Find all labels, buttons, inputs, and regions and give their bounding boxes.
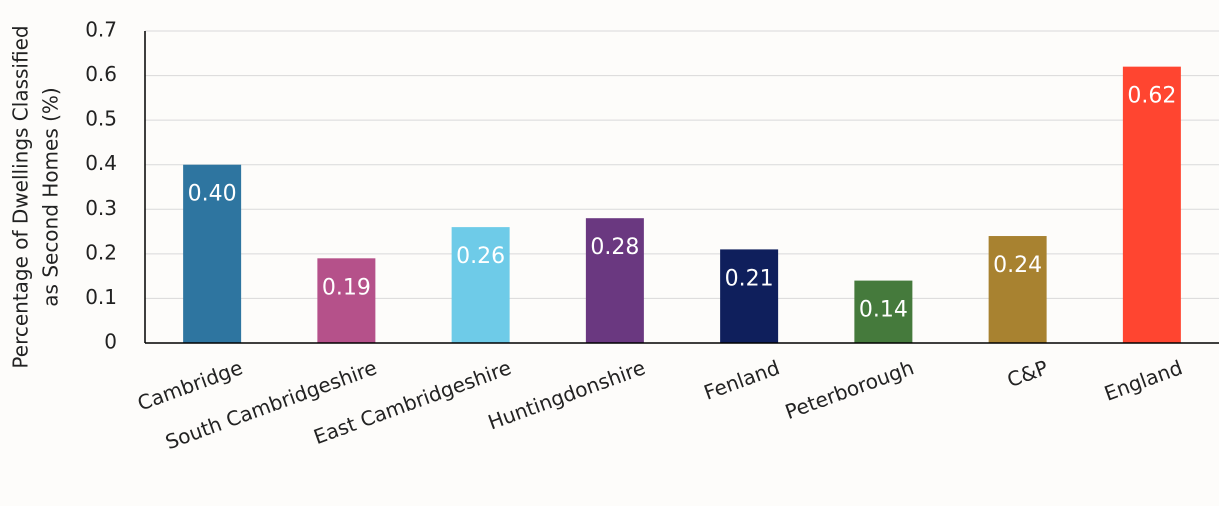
y-tick-label: 0.2: [85, 240, 117, 264]
y-tick-label: 0.5: [85, 107, 117, 131]
value-label: 0.24: [993, 253, 1042, 278]
bar: [451, 227, 510, 343]
bar: [988, 236, 1047, 343]
bar: [720, 249, 779, 343]
y-axis-title-line: Percentage of Dwellings Classified: [9, 25, 33, 368]
bar: [854, 280, 913, 343]
y-axis-title-line: as Second Homes (%): [39, 87, 63, 306]
value-label: 0.26: [456, 244, 505, 269]
y-tick-label: 0.6: [85, 62, 117, 86]
bar: [1122, 66, 1181, 344]
value-label: 0.28: [590, 235, 639, 260]
bar: [183, 164, 242, 343]
value-label: 0.14: [859, 298, 908, 323]
y-tick-label: 0.1: [85, 285, 117, 309]
value-label: 0.62: [1127, 84, 1176, 109]
value-label: 0.40: [188, 182, 237, 207]
bar: [585, 218, 644, 343]
y-tick-label: 0: [104, 330, 117, 354]
value-label: 0.21: [725, 266, 774, 291]
bar: [317, 258, 376, 343]
y-axis-title: Percentage of Dwellings Classified as Sec…: [9, 25, 63, 368]
y-tick-label: 0.3: [85, 196, 117, 220]
y-tick-label: 0.7: [85, 18, 117, 42]
y-tick-label: 0.4: [85, 151, 117, 175]
value-label: 0.19: [322, 275, 371, 300]
